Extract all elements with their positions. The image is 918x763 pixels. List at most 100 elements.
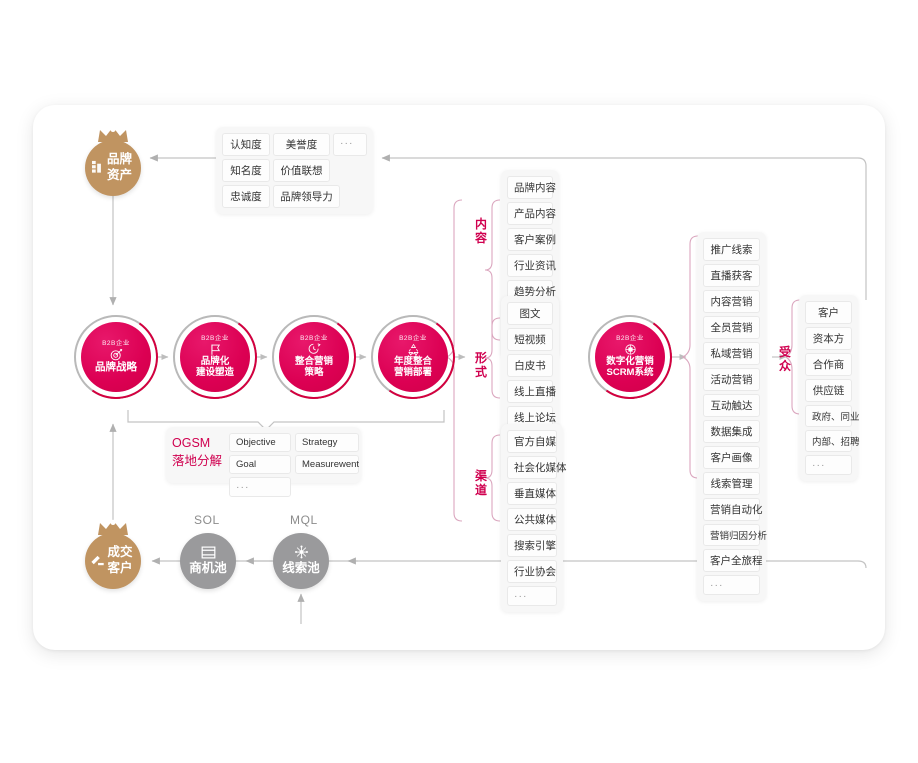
brand-asset-panel: 认知度 美誉度 ··· 知名度 价值联想 忠诚度 品牌领导力 <box>216 127 373 214</box>
capability-item[interactable]: 数据集成 <box>703 420 760 443</box>
capability-item[interactable]: 推广线索 <box>703 238 760 261</box>
ogsm-cell-more[interactable]: ··· <box>229 477 292 497</box>
group-label-text: 内容 <box>474 217 487 245</box>
brand-tag-more[interactable]: ··· <box>333 133 367 156</box>
ring-outline <box>272 315 356 399</box>
process-node-label: 品牌战略 <box>95 361 137 374</box>
channel-item[interactable]: 搜索引擎 <box>507 534 557 557</box>
process-node-label: 整合营销 <box>294 356 333 368</box>
content-item[interactable]: 行业资讯 <box>507 254 556 277</box>
capability-item[interactable]: 客户画像 <box>703 446 760 469</box>
scrm-node[interactable]: B2B企业 数字化营销 SCRM系统 <box>581 308 679 406</box>
audience-item[interactable]: 资本方 <box>805 327 852 350</box>
process-node-2[interactable]: B2B企业 品牌化 建设塑造 <box>166 308 264 406</box>
brand-tag[interactable]: 品牌领导力 <box>273 185 340 208</box>
chart-bars-icon <box>92 160 101 173</box>
process-node-label: 品牌化 <box>200 356 230 368</box>
brand-tag[interactable]: 价值联想 <box>273 159 330 182</box>
sql-pool-label: 商机池 <box>189 560 227 575</box>
format-item[interactable]: 图文 <box>507 302 553 325</box>
group-label-text: 渠道 <box>474 469 487 497</box>
audience-item[interactable]: 政府、同业 <box>805 405 860 427</box>
ogsm-label-line2: 落地分解 <box>172 454 223 469</box>
process-node-4[interactable]: B2B企业 年度整合 营销部署 <box>364 308 462 406</box>
capability-item[interactable]: 线索管理 <box>703 472 760 495</box>
content-item[interactable]: 品牌内容 <box>507 176 556 199</box>
capability-item[interactable]: 活动营销 <box>703 368 760 391</box>
ogsm-cell[interactable]: Objective <box>229 433 292 452</box>
capability-item[interactable]: 营销归因分析 <box>703 524 767 546</box>
capability-item[interactable]: 客户全旅程 <box>703 549 763 572</box>
mql-pool-node[interactable]: 线索池 <box>273 533 329 589</box>
group-label-format: 形式 <box>474 351 488 380</box>
process-node-3[interactable]: B2B企业 整合营销 策略 <box>265 308 363 406</box>
capability-item[interactable]: 私域营销 <box>703 342 760 365</box>
channel-item[interactable]: 行业协会 <box>507 560 557 583</box>
brand-asset-label-2: 资产 <box>106 168 132 182</box>
crown-icon <box>98 126 128 142</box>
audience-item-more[interactable]: ··· <box>805 455 852 475</box>
node-network-icon <box>294 545 308 559</box>
channel-list-panel: 官方自媒 社会化媒体 垂直媒体 公共媒体 搜索引擎 行业协会 ··· <box>501 424 567 612</box>
clock-idea-icon <box>308 343 321 354</box>
process-node-label: 策略 <box>304 367 324 379</box>
format-item[interactable]: 线上直播 <box>507 380 556 403</box>
handshake-icon <box>91 555 104 566</box>
group-label-channel: 渠道 <box>474 469 488 498</box>
audience-item[interactable]: 客户 <box>805 301 852 324</box>
content-item[interactable]: 客户案例 <box>507 228 556 251</box>
deal-customer-label-2: 客户 <box>107 561 133 575</box>
capability-item-more[interactable]: ··· <box>703 575 760 595</box>
process-node-label: 年度整合 <box>393 356 432 368</box>
audience-item[interactable]: 供应链 <box>805 379 852 402</box>
scrm-node-mini: B2B企业 <box>616 335 644 343</box>
sql-pool-node[interactable]: 商机池 <box>180 533 236 589</box>
deal-customer-node[interactable]: 成交 客户 <box>85 519 141 589</box>
brand-tag[interactable]: 忠诚度 <box>222 185 270 208</box>
ogsm-cell[interactable]: Goal <box>229 455 292 474</box>
process-node-disc: B2B企业 品牌化 建设塑造 <box>180 322 250 392</box>
capability-item[interactable]: 直播获客 <box>703 264 760 287</box>
format-item[interactable]: 短视频 <box>507 328 553 351</box>
mql-pool-label: 线索池 <box>282 561 320 576</box>
process-node-mini: B2B企业 <box>201 335 229 343</box>
process-node-disc: B2B企业 品牌战略 <box>81 322 151 392</box>
process-node-label: 营销部署 <box>393 367 432 379</box>
ring-outline <box>588 315 672 399</box>
crown-icon <box>98 519 128 535</box>
brand-tag[interactable]: 美誉度 <box>273 133 330 156</box>
channel-item-more[interactable]: ··· <box>507 586 557 606</box>
process-node-label: 建设塑造 <box>195 367 234 379</box>
ogsm-label: OGSM 落地分解 <box>172 434 222 498</box>
channel-item[interactable]: 官方自媒 <box>507 430 557 453</box>
content-item[interactable]: 产品内容 <box>507 202 556 225</box>
flag-icon <box>210 344 220 355</box>
scrm-node-label: SCRM系统 <box>606 367 654 379</box>
capability-item[interactable]: 全员营销 <box>703 316 760 339</box>
process-node-1[interactable]: B2B企业 品牌战略 <box>67 308 165 406</box>
audience-item[interactable]: 合作商 <box>805 353 852 376</box>
ogsm-cell[interactable]: Measurewent <box>295 455 359 474</box>
process-node-disc: B2B企业 年度整合 营销部署 <box>378 322 448 392</box>
audience-item[interactable]: 内部、招聘 <box>805 430 860 452</box>
brand-asset-node[interactable]: 品牌 资产 <box>85 126 141 196</box>
brand-asset-label-1: 品牌 <box>106 152 132 167</box>
capability-item[interactable]: 互动触达 <box>703 394 760 417</box>
brand-tag[interactable]: 认知度 <box>222 133 270 156</box>
channel-item[interactable]: 垂直媒体 <box>507 482 557 505</box>
process-node-mini: B2B企业 <box>399 335 427 343</box>
recycle-icon <box>407 343 419 356</box>
capability-item[interactable]: 营销自动化 <box>703 498 763 521</box>
format-item[interactable]: 线上论坛 <box>507 406 556 429</box>
audience-label: 受众 <box>778 345 792 374</box>
format-item[interactable]: 白皮书 <box>507 354 553 377</box>
channel-item[interactable]: 公共媒体 <box>507 508 557 531</box>
capability-item[interactable]: 内容营销 <box>703 290 760 313</box>
ogsm-cell[interactable]: Strategy <box>295 433 360 452</box>
brand-tag[interactable]: 知名度 <box>222 159 270 182</box>
ogsm-panel: OGSM 落地分解 Objective Strategy Goal Measur… <box>166 427 361 497</box>
window-icon <box>201 546 215 559</box>
capability-list-panel: 推广线索 直播获客 内容营销 全员营销 私域营销 活动营销 互动触达 数据集成 … <box>697 232 767 601</box>
audience-list-panel: 客户 资本方 合作商 供应链 政府、同业 内部、招聘 ··· <box>799 295 860 481</box>
channel-item[interactable]: 社会化媒体 <box>507 456 567 479</box>
